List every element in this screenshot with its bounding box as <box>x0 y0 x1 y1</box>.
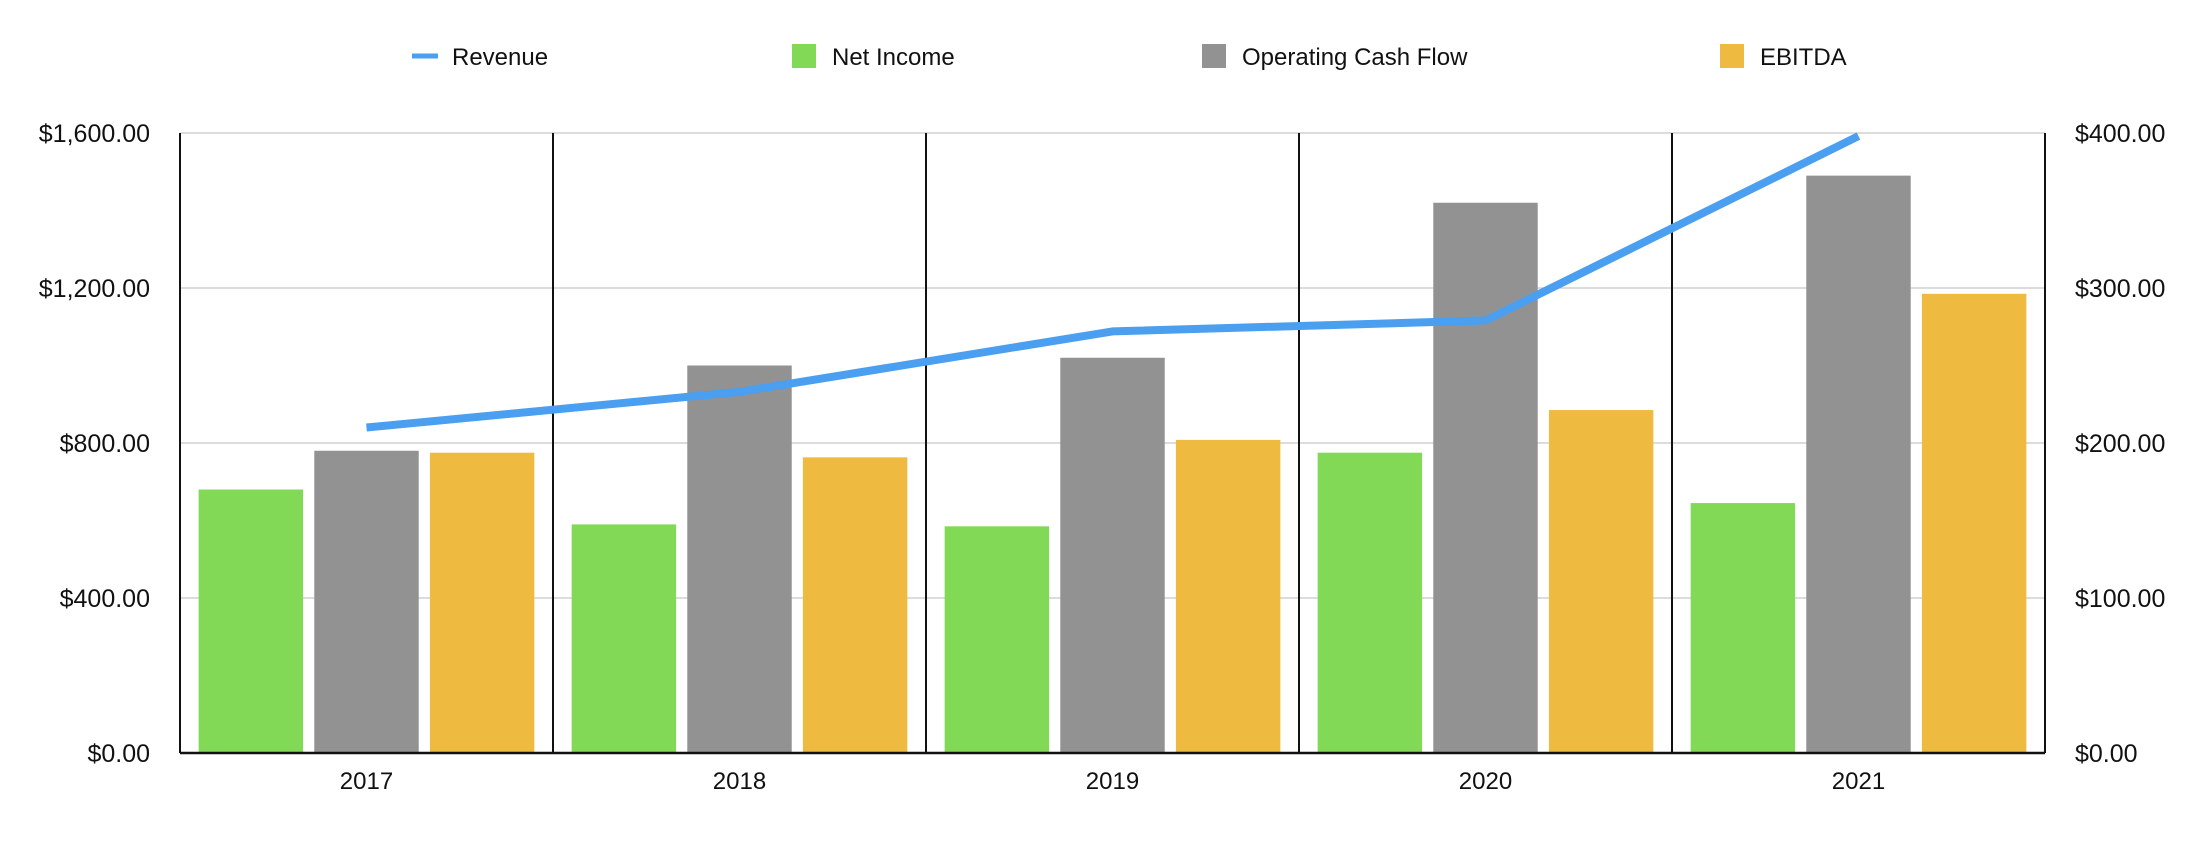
x-tick-label: 2018 <box>713 768 766 795</box>
bar-ebitda-2019 <box>1175 439 1281 753</box>
legend-swatch-operating-cash-flow <box>1202 44 1226 68</box>
y-left-tick-label: $400.00 <box>60 585 150 613</box>
legend-item-net-income: Net Income <box>792 44 955 71</box>
axis-labels: $0.00 $400.00 $800.00 $1,200.00 $1,600.00 $0.… <box>39 120 2166 795</box>
bar-operating-cash-flow-2021 <box>1806 175 1911 753</box>
legend-label: Operating Cash Flow <box>1242 44 1468 71</box>
legend-label: Revenue <box>452 44 548 71</box>
bar-ebitda-2018 <box>802 457 908 753</box>
x-tick-label: 2019 <box>1086 768 1139 795</box>
y-right-tick-label: $400.00 <box>2075 120 2165 148</box>
bar-operating-cash-flow-2018 <box>687 365 792 753</box>
bar-net-income-2017 <box>198 489 304 753</box>
bar-operating-cash-flow-2019 <box>1060 357 1165 753</box>
y-right-tick-label: $200.00 <box>2075 430 2165 458</box>
y-left-tick-label: $1,200.00 <box>39 275 150 303</box>
bar-operating-cash-flow-2020 <box>1433 202 1538 753</box>
bar-ebitda-2017 <box>429 452 535 753</box>
legend-label: Net Income <box>832 44 955 71</box>
bar-net-income-2020 <box>1317 452 1423 753</box>
legend-swatch-net-income <box>792 44 816 68</box>
bar-series <box>198 175 2027 753</box>
revenue-line-series <box>366 132 1861 432</box>
legend-swatch-ebitda <box>1720 44 1744 68</box>
y-right-tick-label: $100.00 <box>2075 585 2165 613</box>
bar-ebitda-2020 <box>1548 410 1654 753</box>
chart-legend: Revenue Net Income Operating Cash Flow EBIT… <box>412 44 1847 71</box>
legend-item-ebitda: EBITDA <box>1720 44 1847 71</box>
bar-net-income-2019 <box>944 526 1050 753</box>
legend-item-operating-cash-flow: Operating Cash Flow <box>1202 44 1468 71</box>
y-left-tick-label: $1,600.00 <box>39 120 150 148</box>
bar-ebitda-2021 <box>1921 293 2027 753</box>
y-right-tick-label: $0.00 <box>2075 740 2138 768</box>
category-dividers <box>552 133 1673 753</box>
y-left-tick-label: $800.00 <box>60 430 150 458</box>
legend-item-revenue: Revenue <box>412 44 548 71</box>
x-tick-label: 2021 <box>1832 768 1885 795</box>
bar-net-income-2018 <box>571 524 677 753</box>
axes <box>179 133 2046 755</box>
y-left-tick-label: $0.00 <box>87 740 150 768</box>
x-tick-label: 2020 <box>1459 768 1512 795</box>
x-tick-label: 2017 <box>340 768 393 795</box>
bar-operating-cash-flow-2017 <box>314 450 419 753</box>
legend-label: EBITDA <box>1760 44 1847 71</box>
bar-net-income-2021 <box>1690 503 1796 753</box>
y-right-tick-label: $300.00 <box>2075 275 2165 303</box>
